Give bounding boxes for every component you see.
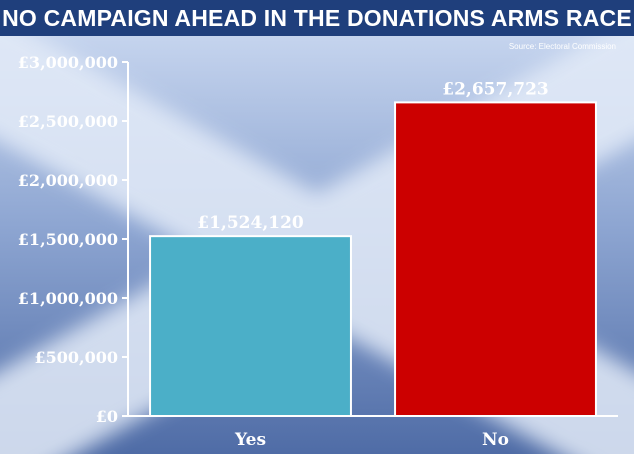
y-tick-label: £1,500,000 — [18, 230, 118, 249]
x-tick-label-yes: Yes — [234, 430, 266, 450]
data-labels: £1,524,120 £2,657,723 — [197, 79, 548, 233]
data-label-yes: £1,524,120 — [197, 213, 304, 233]
y-tick-label: £2,000,000 — [18, 171, 118, 190]
y-axis: £0 £500,000 £1,000,000 £1,500,000 £2,000,000… — [18, 53, 129, 426]
y-tick-label: £2,500,000 — [18, 112, 118, 131]
x-tick-label-no: No — [482, 430, 509, 450]
source-note: Source: Electoral Commission — [509, 42, 616, 51]
y-tick-label: £500,000 — [35, 348, 119, 367]
y-tick-label: £3,000,000 — [18, 53, 118, 72]
y-tick-label: £1,000,000 — [18, 289, 118, 308]
bar-no — [394, 101, 597, 418]
data-label-no: £2,657,723 — [442, 79, 548, 99]
bars — [149, 101, 597, 418]
bar-chart: Source: Electoral Commission £0£500,000£… — [0, 36, 634, 454]
y-tick-label: £0 — [96, 407, 118, 426]
bar-yes — [149, 235, 352, 417]
chart-title: NO CAMPAIGN AHEAD IN THE DONATIONS ARMS … — [0, 0, 634, 36]
x-axis: Yes No — [128, 415, 618, 450]
